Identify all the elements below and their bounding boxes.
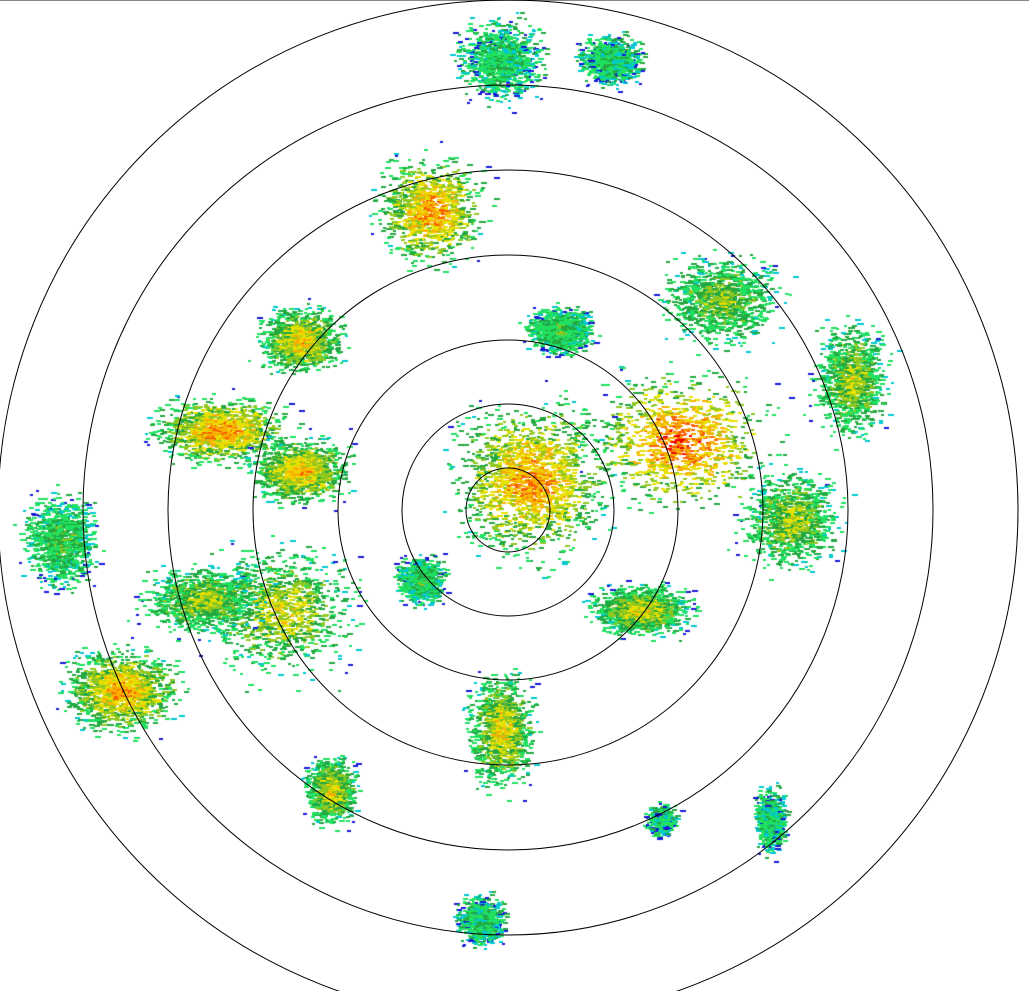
- range-ring-5: [167, 169, 849, 851]
- range-ring-3: [337, 339, 679, 681]
- range-ring-4: [252, 254, 764, 766]
- range-ring-2: [401, 403, 615, 617]
- range-ring-1: [465, 467, 551, 553]
- range-ring-6: [82, 84, 934, 936]
